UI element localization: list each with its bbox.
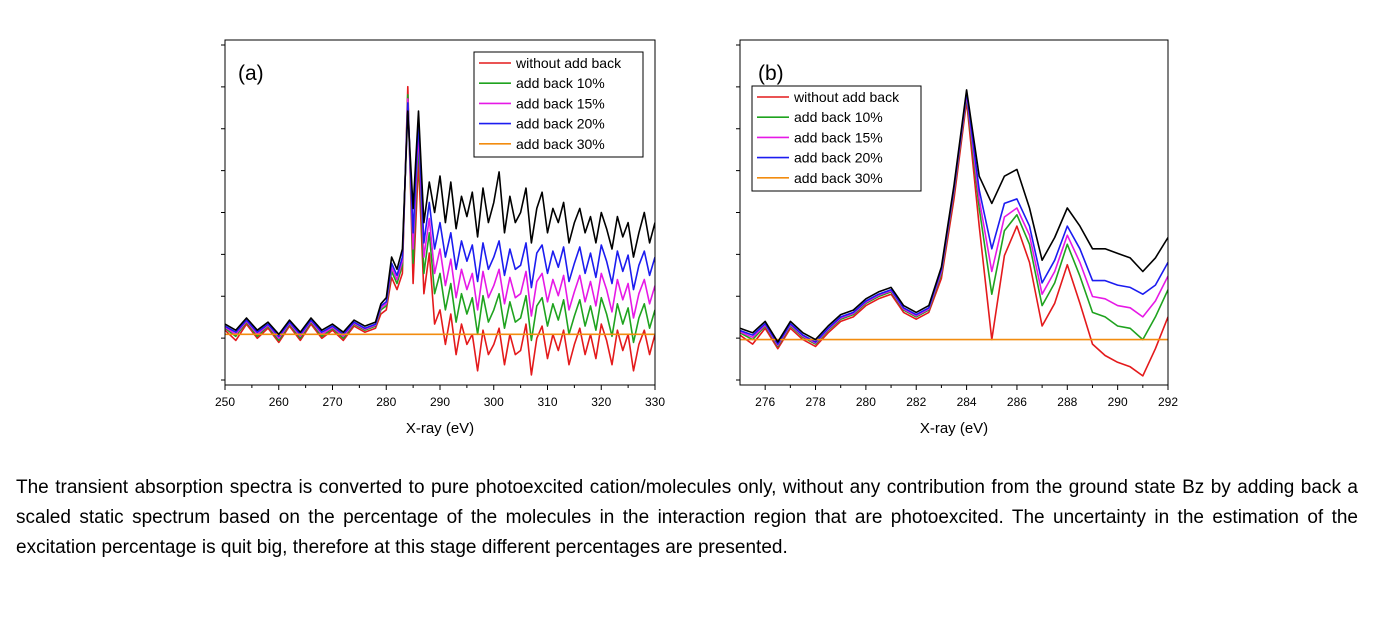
panel-a: 250 260 270 280 290 300 310 320 330 X-ray (eV) (a)… [215,39,665,437]
x-tick-label: 278 [806,395,826,409]
legend-label: without add back [793,89,900,105]
legend-label: add back 30% [794,170,883,186]
legend-label: without add back [515,55,622,71]
legend-label: add back 20% [516,116,605,132]
legend-label: add back 30% [516,136,605,152]
legend-label: add back 20% [794,150,883,166]
series-lines [225,85,655,376]
legend-label: add back 15% [516,95,605,111]
x-tick-label: 330 [645,395,665,409]
series-lines [740,89,1168,377]
legend-label: add back 10% [794,109,883,125]
x-axis-label: X-ray (eV) [920,420,988,437]
x-tick-label: 284 [957,395,977,409]
x-tick-label: 280 [376,395,396,409]
panel-label: (b) [758,62,784,85]
x-tick-label: 286 [1007,395,1027,409]
legend-box [473,51,644,158]
figure: 250 260 270 280 290 300 310 320 330 X-ray (eV) (a)… [215,39,1178,437]
series-line-unlabeled-black [740,89,1168,343]
x-tick-label: 300 [484,395,504,409]
x-tick-label: 282 [906,395,926,409]
x-tick-label: 320 [591,395,611,409]
legend: without add back add back 10% add back 15%… [751,85,922,192]
panel-label: (a) [238,62,264,85]
legend-label: add back 15% [794,129,883,145]
x-tick-label: 290 [430,395,450,409]
x-tick-label: 270 [322,395,342,409]
figure-caption: The transient absorption spectra is conv… [16,477,1358,558]
series-line-without-add-back [740,100,1168,377]
x-tick-label: 292 [1158,395,1178,409]
legend-box [751,85,922,192]
x-axis-label: X-ray (eV) [406,420,474,437]
x-tick-label: 276 [755,395,775,409]
panel-b: 276 278 280 282 284 286 288 290 292 X-ray (eV) (b)… [736,39,1178,437]
x-tick-label: 290 [1108,395,1128,409]
legend-label: add back 10% [516,75,605,91]
legend: without add back add back 10% add back 15%… [473,51,644,158]
x-tick-label: 280 [856,395,876,409]
x-tick-label: 310 [537,395,557,409]
x-tick-label: 260 [269,395,289,409]
series-line-add-back-15- [225,98,655,340]
series-line-unlabeled-black [225,110,655,336]
series-line-without-add-back [225,85,655,376]
x-tick-label: 250 [215,395,235,409]
x-tick-label: 288 [1057,395,1077,409]
